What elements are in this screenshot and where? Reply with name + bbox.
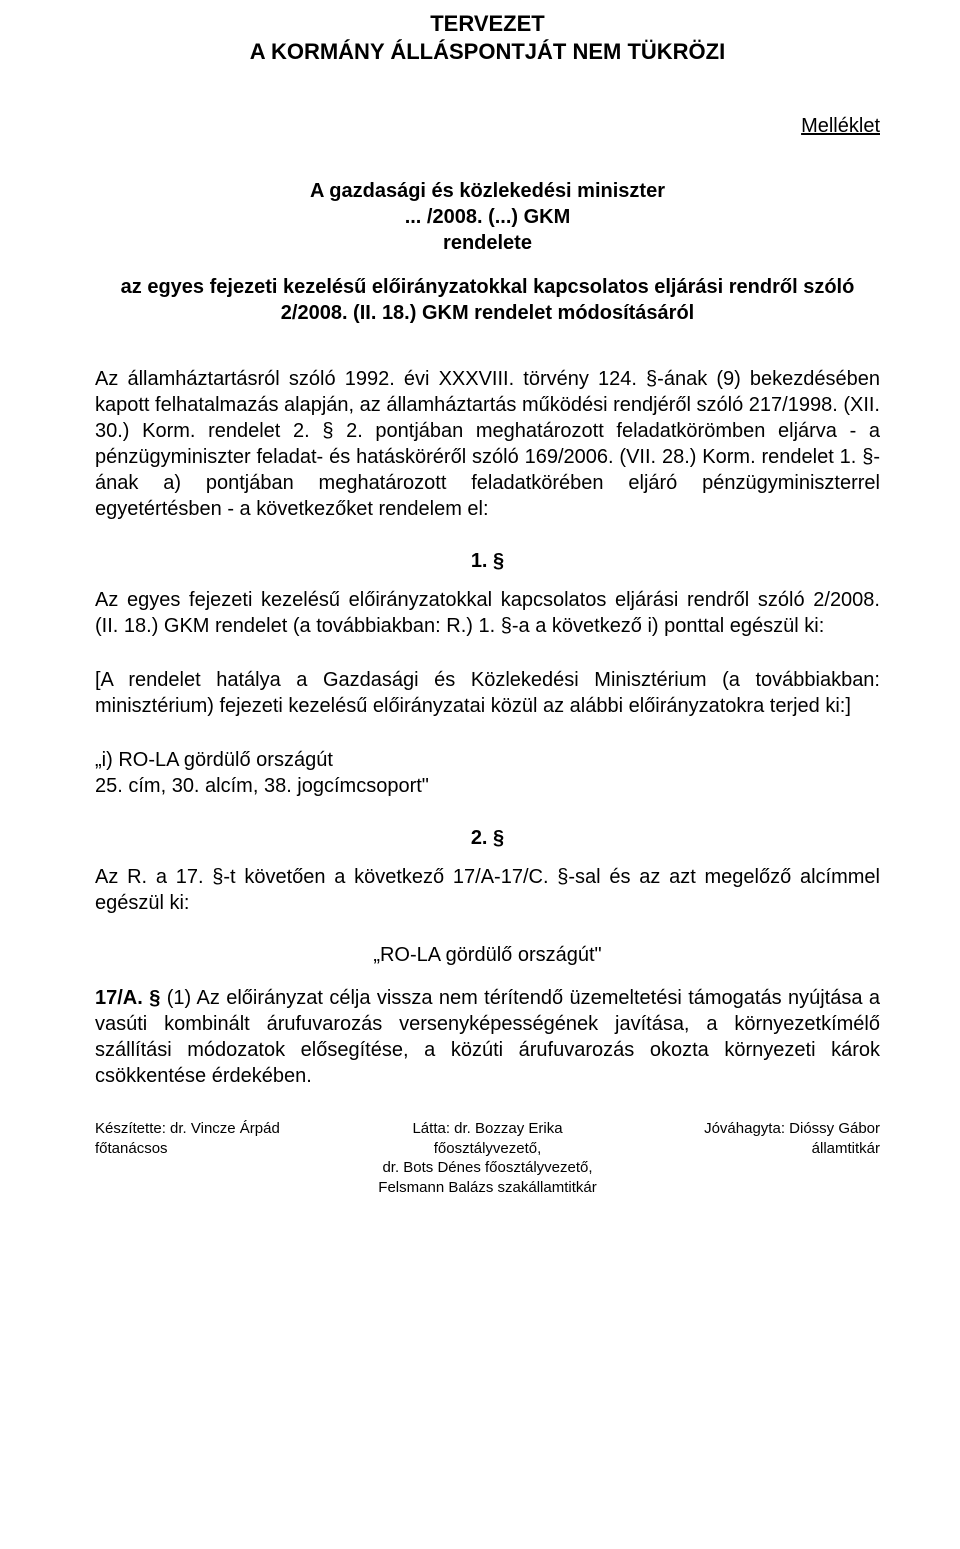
footer-middle: Látta: dr. Bozzay Erika főosztályvezető,… [357,1119,619,1197]
footer-approver-title: államtitkár [812,1140,880,1157]
document-footer: Készítette: dr. Vincze Árpád főtanácsos … [95,1119,880,1197]
preamble: Az államháztartásról szóló 1992. évi XXX… [95,366,880,522]
footer-reviewer-3: Felsmann Balázs szakállamtitkár [378,1179,596,1196]
attachment-label: Melléklet [95,115,880,138]
footer-author-title: főtanácsos [95,1140,168,1157]
footer-right: Jóváhagyta: Dióssy Gábor államtitkár [618,1119,880,1197]
para-17a-lead: 17/A. § [95,987,160,1009]
footer-reviewer-1: Látta: dr. Bozzay Erika főosztályvezető, [412,1120,562,1157]
title-line-1: A gazdasági és közlekedési miniszter [310,180,665,202]
subtitle: az egyes fejezeti kezelésű előirányzatok… [95,274,880,326]
section-2-para-1: Az R. a 17. §-t követően a következő 17/… [95,864,880,916]
section-1-item-ii: 25. cím, 30. alcím, 38. jogcímcsoport" [95,773,880,799]
document-header: TERVEZET A KORMÁNY ÁLLÁSPONTJÁT NEM TÜKR… [95,10,880,65]
footer-left: Készítette: dr. Vincze Árpád főtanácsos [95,1119,357,1197]
header-line-2: A KORMÁNY ÁLLÁSPONTJÁT NEM TÜKRÖZI [250,39,725,64]
footer-approver: Jóváhagyta: Dióssy Gábor [704,1120,880,1137]
section-2-quoted-title: „RO-LA gördülő országút" [95,944,880,967]
document-page: TERVEZET A KORMÁNY ÁLLÁSPONTJÁT NEM TÜKR… [0,0,960,1217]
section-1-para-1: Az egyes fejezeti kezelésű előirányzatok… [95,587,880,639]
section-1-item-i: „i) RO-LA gördülő országút [95,747,880,773]
para-17a-body: (1) Az előirányzat célja vissza nem térí… [95,987,880,1087]
title-block: A gazdasági és közlekedési miniszter ...… [95,178,880,256]
footer-author: Készítette: dr. Vincze Árpád [95,1120,280,1137]
section-1-number: 1. § [95,550,880,573]
section-1-para-2: [A rendelet hatálya a Gazdasági és Közle… [95,667,880,719]
title-line-2: ... /2008. (...) GKM [405,206,571,228]
section-2-number: 2. § [95,827,880,850]
footer-reviewer-2: dr. Bots Dénes főosztályvezető, [382,1159,592,1176]
header-line-1: TERVEZET [430,11,545,36]
title-line-3: rendelete [443,232,532,254]
section-2-para-2: 17/A. § (1) Az előirányzat célja vissza … [95,985,880,1089]
